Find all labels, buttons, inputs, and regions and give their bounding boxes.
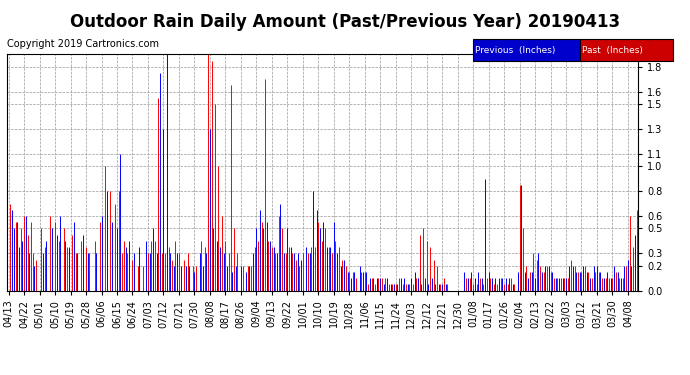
- Text: Outdoor Rain Daily Amount (Past/Previous Year) 20190413: Outdoor Rain Daily Amount (Past/Previous…: [70, 13, 620, 31]
- Text: Previous  (Inches): Previous (Inches): [475, 46, 555, 55]
- Text: Copyright 2019 Cartronics.com: Copyright 2019 Cartronics.com: [7, 39, 159, 50]
- Text: Past  (Inches): Past (Inches): [582, 46, 642, 55]
